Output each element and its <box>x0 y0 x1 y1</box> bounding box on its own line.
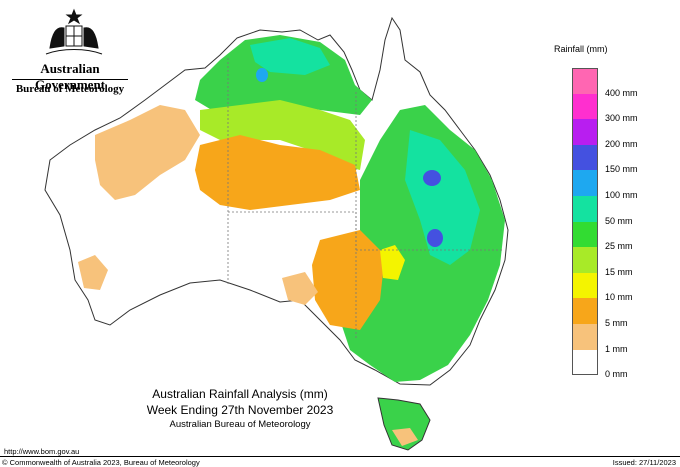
legend-swatch <box>572 349 598 376</box>
coat-of-arms-icon <box>45 8 103 55</box>
legend-label: 150 mm <box>605 164 638 175</box>
government-logo: Australian Government Bureau of Meteorol… <box>6 8 134 98</box>
legend-swatch <box>572 324 598 350</box>
legend-swatch <box>572 93 598 120</box>
legend-label: 400 mm <box>605 87 638 98</box>
title-line-3: Australian Bureau of Meteorology <box>169 419 311 430</box>
rainfall-legend: Rainfall (mm) 400 mm 300 mm 200 mm 150 mm 10… <box>548 40 658 390</box>
rainfall-sw-spot <box>78 255 108 290</box>
legend-swatch <box>572 144 598 171</box>
government-name: Australian Government <box>34 61 106 92</box>
title-line-1: Australian Rainfall Analysis (mm) <box>152 387 328 401</box>
rainfall-blue-spot-1 <box>423 170 441 186</box>
legend-swatch <box>572 272 598 299</box>
rainfall-se-yellow <box>380 245 405 280</box>
legend-swatch <box>572 221 598 248</box>
tasmania-dry <box>392 428 418 446</box>
legend-label: 300 mm <box>605 113 638 124</box>
legend-label: 100 mm <box>605 190 638 200</box>
legend-swatch <box>572 119 598 145</box>
footer-divider <box>0 456 680 457</box>
rainfall-central-orange <box>195 135 360 210</box>
tasmania <box>377 397 431 451</box>
legend-label: 1 mm <box>605 343 628 354</box>
legend-label: 5 mm <box>605 318 628 328</box>
rainfall-se-orange <box>312 230 385 330</box>
legend-swatch <box>572 68 598 94</box>
copyright-text: © Commonwealth of Australia 2023, Bureau… <box>2 458 200 467</box>
legend-swatch <box>572 196 598 222</box>
map-title: Australian Rainfall Analysis (mm) Week E… <box>110 386 370 432</box>
rainfall-blue-spot-3 <box>256 68 268 82</box>
rainfall-north-green <box>195 35 372 115</box>
issued-date: Issued: 27/11/2023 <box>612 458 676 467</box>
rainfall-west-light <box>95 105 200 200</box>
rainfall-north-teal <box>250 38 330 75</box>
bureau-name: Bureau of Meteorology <box>15 83 125 95</box>
rainfall-east-teal <box>405 130 480 265</box>
legend-label: 25 mm <box>605 241 633 252</box>
legend-title: Rainfall (mm) <box>554 44 608 54</box>
legend-label: 15 mm <box>605 266 633 277</box>
legend-swatch <box>572 170 598 196</box>
legend-swatch <box>572 298 598 324</box>
rainfall-south-light <box>282 272 318 305</box>
state-borders <box>227 58 502 340</box>
website-link[interactable]: http://www.bom.gov.au <box>4 447 80 456</box>
legend-label: 0 mm <box>605 369 628 380</box>
legend-label: 50 mm <box>605 215 633 226</box>
logo-divider <box>12 79 128 80</box>
legend-label: 200 mm <box>605 138 638 149</box>
legend-swatch <box>572 247 598 273</box>
title-line-2: Week Ending 27th November 2023 <box>146 403 334 417</box>
legend-label: 10 mm <box>605 292 633 303</box>
rainfall-blue-spot-2 <box>427 229 443 247</box>
